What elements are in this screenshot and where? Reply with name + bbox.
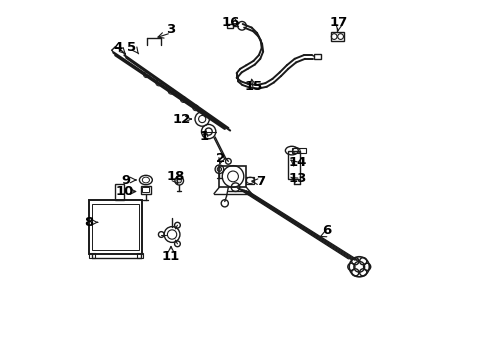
Text: 9: 9 (122, 174, 130, 186)
Bar (142, 187, 149, 192)
Bar (140, 186, 151, 194)
Text: 2: 2 (215, 152, 224, 165)
Text: 17: 17 (328, 17, 347, 30)
Text: 6: 6 (322, 224, 331, 238)
Text: 1: 1 (200, 130, 208, 143)
Bar (330, 32, 343, 41)
Text: 8: 8 (84, 216, 93, 229)
Bar (287, 150, 300, 179)
Bar (92, 204, 139, 250)
Bar (314, 54, 320, 59)
Text: 12: 12 (172, 113, 190, 126)
Text: 5: 5 (127, 41, 136, 54)
Circle shape (177, 179, 181, 183)
Text: 10: 10 (115, 185, 133, 198)
Bar (291, 148, 305, 153)
Bar (88, 201, 142, 253)
Circle shape (217, 167, 221, 171)
Text: 18: 18 (166, 170, 184, 183)
Bar (219, 166, 246, 187)
Text: 16: 16 (221, 16, 240, 29)
Bar (226, 24, 233, 28)
Text: 11: 11 (162, 249, 180, 262)
Text: 14: 14 (288, 156, 306, 169)
Bar (137, 253, 143, 258)
Text: 4: 4 (113, 41, 122, 54)
Text: 13: 13 (288, 172, 306, 185)
Text: 3: 3 (166, 23, 175, 36)
Bar (246, 177, 254, 184)
Text: 15: 15 (244, 80, 262, 93)
Bar (88, 253, 95, 258)
Bar (115, 184, 123, 201)
Text: 7: 7 (256, 175, 264, 188)
